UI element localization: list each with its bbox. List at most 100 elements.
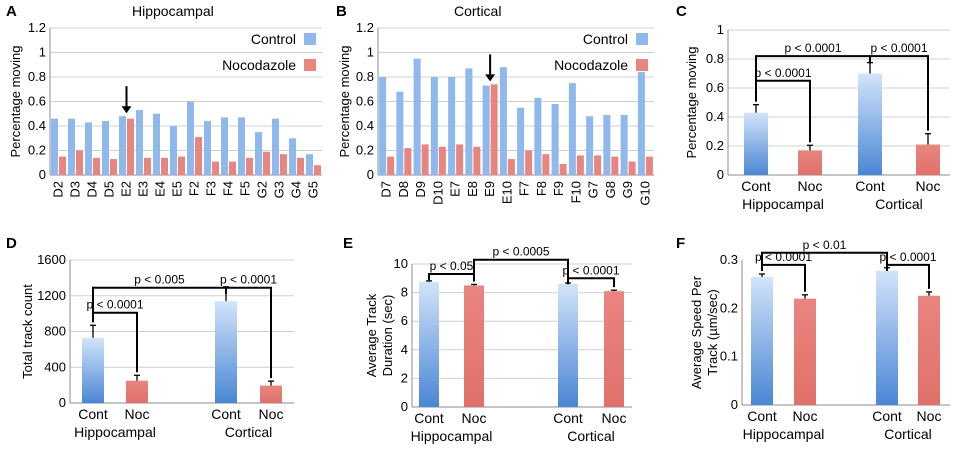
x-tick-a-G3: G3 xyxy=(272,181,287,198)
x-tick-e-2: Cont xyxy=(553,410,583,426)
bar-nocodazole-b-E7 xyxy=(456,144,464,175)
bar-control-b-D10 xyxy=(430,77,438,175)
group-label-e-hippocampal: Hippocampal xyxy=(411,428,493,444)
bar-cont-e-0 xyxy=(419,281,439,407)
bar-control-b-G10 xyxy=(637,72,645,175)
panel-b-title: Cortical xyxy=(454,3,501,19)
bar-control-a-F3 xyxy=(204,121,211,175)
bar-control-b-D8 xyxy=(396,91,404,175)
bar-noc-f-1 xyxy=(794,298,816,405)
bar-nocodazole-a-G5 xyxy=(314,165,321,175)
bar-control-b-F10 xyxy=(568,83,576,175)
bar-control-a-D4 xyxy=(85,122,92,175)
y-tick-a-4: 0.8 xyxy=(28,69,46,84)
x-tick-b-F7: F7 xyxy=(517,181,532,196)
y-label-b: Percentage moving xyxy=(337,45,352,157)
bar-nocodazole-a-F5 xyxy=(246,157,253,175)
x-tick-a-E3: E3 xyxy=(136,181,151,197)
bar-control-a-G2 xyxy=(255,132,262,175)
x-tick-b-E9: E9 xyxy=(482,181,497,197)
group-label-f-cortical: Cortical xyxy=(884,426,931,442)
bar-cont-d-2 xyxy=(215,301,237,403)
bar-control-b-D7 xyxy=(379,77,387,175)
x-tick-b-E7: E7 xyxy=(448,181,463,197)
legend-control-label-a: Control xyxy=(251,31,296,47)
bar-nocodazole-b-G10 xyxy=(645,156,653,175)
legend-nocodazole-label-b: Nocodazole xyxy=(554,57,628,73)
y-tick-d-4: 1600 xyxy=(37,252,66,267)
group-label-d-cortical: Cortical xyxy=(225,424,272,440)
bar-nocodazole-b-F9 xyxy=(559,163,567,175)
x-tick-b-G10: G10 xyxy=(637,181,652,206)
y-tick-d-3: 1200 xyxy=(37,288,66,303)
bar-noc-d-1 xyxy=(126,380,148,403)
y-tick-e-5: 10 xyxy=(394,256,408,271)
panel-e-letter: E xyxy=(343,235,353,252)
bar-control-a-G3 xyxy=(272,118,279,175)
y-tick-c-2: 0.4 xyxy=(706,109,724,124)
x-tick-c-3: Noc xyxy=(916,178,941,194)
panel-a-letter: A xyxy=(6,3,17,20)
x-tick-b-G8: G8 xyxy=(603,181,618,198)
legend-control-swatch-a xyxy=(304,33,316,45)
bar-nocodazole-a-F3 xyxy=(212,161,219,175)
y-label-f-line0: Average Speed Per xyxy=(689,275,704,389)
y-tick-b-5: 1 xyxy=(367,45,374,60)
x-tick-b-D10: D10 xyxy=(430,181,445,205)
bar-control-a-G4 xyxy=(289,138,296,175)
bar-control-a-D3 xyxy=(68,118,75,175)
y-tick-c-5: 1 xyxy=(717,22,724,37)
y-label-f-line1: Track (µm/sec) xyxy=(705,289,720,375)
x-tick-c-1: Noc xyxy=(798,178,823,194)
y-tick-e-3: 6 xyxy=(401,313,408,328)
bar-nocodazole-a-G4 xyxy=(297,157,304,175)
bar-control-b-E7 xyxy=(448,77,456,175)
y-tick-f-0: 0 xyxy=(731,397,738,412)
bar-control-b-F9 xyxy=(551,103,559,175)
bar-control-b-G8 xyxy=(603,114,611,175)
significance-bracket-e-1 xyxy=(473,258,569,282)
group-label-e-cortical: Cortical xyxy=(567,428,614,444)
x-tick-e-3: Noc xyxy=(602,410,627,426)
bar-nocodazole-a-E3 xyxy=(144,157,151,175)
bar-nocodazole-b-E10 xyxy=(507,159,515,175)
bar-nocodazole-a-D4 xyxy=(93,157,100,175)
x-tick-c-2: Cont xyxy=(855,178,885,194)
bar-nocodazole-b-E9 xyxy=(490,84,498,175)
bar-nocodazole-b-D9 xyxy=(421,144,429,175)
y-tick-e-0: 0 xyxy=(401,399,408,414)
group-label-c-hippocampal: Hippocampal xyxy=(742,196,824,212)
x-tick-f-1: Noc xyxy=(793,408,818,424)
x-tick-b-F10: F10 xyxy=(568,181,583,203)
bar-nocodazole-b-G9 xyxy=(628,161,636,175)
x-tick-a-E2: E2 xyxy=(119,181,134,197)
x-tick-b-G9: G9 xyxy=(620,181,635,198)
bar-nocodazole-b-D10 xyxy=(438,146,446,175)
x-tick-d-0: Cont xyxy=(78,406,108,422)
x-tick-f-0: Cont xyxy=(747,408,777,424)
significance-label-e-2: p < 0.0001 xyxy=(562,263,619,277)
bar-nocodazole-b-F10 xyxy=(576,155,584,175)
y-tick-c-1: 0.2 xyxy=(706,138,724,153)
bar-control-b-D9 xyxy=(413,58,421,175)
panel-a-title: Hippocampal xyxy=(132,3,214,19)
x-tick-a-G4: G4 xyxy=(289,181,304,198)
group-label-d-hippocampal: Hippocampal xyxy=(74,424,156,440)
bar-nocodazole-a-E4 xyxy=(161,157,168,175)
significance-label-c-0: p < 0.0001 xyxy=(754,66,811,80)
y-tick-a-3: 0.6 xyxy=(28,94,46,109)
bar-control-a-G5 xyxy=(306,154,313,175)
bar-control-a-F5 xyxy=(238,117,245,175)
y-tick-a-0: 0 xyxy=(39,167,46,182)
x-tick-b-F9: F9 xyxy=(551,181,566,196)
bar-control-a-E2 xyxy=(119,116,126,175)
bar-control-b-E8 xyxy=(465,68,473,175)
significance-bracket-e-2 xyxy=(567,277,615,288)
bar-control-a-D2 xyxy=(51,118,58,175)
x-tick-b-F8: F8 xyxy=(534,181,549,196)
y-tick-d-2: 800 xyxy=(44,324,66,339)
arrow-head-b xyxy=(485,74,496,82)
bar-cont-f-0 xyxy=(751,276,773,405)
x-tick-a-F5: F5 xyxy=(238,181,253,196)
